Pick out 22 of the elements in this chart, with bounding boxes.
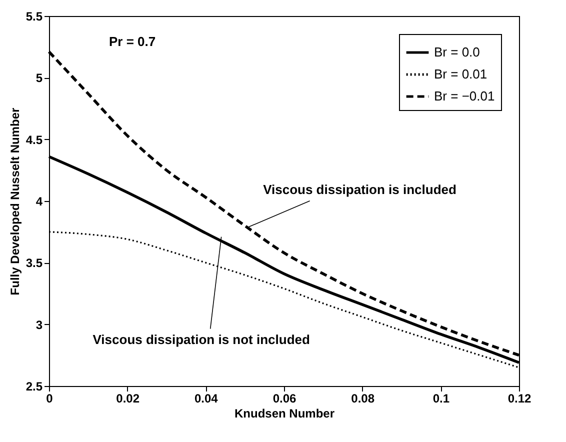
- y-tick-label: 2.5: [26, 380, 43, 394]
- x-tick-label: 0.12: [508, 392, 532, 406]
- annotation: Pr = 0.7: [109, 34, 156, 49]
- x-axis-title: Knudsen Number: [234, 406, 335, 420]
- legend-label: Br = 0.0: [434, 44, 480, 60]
- y-tick-label: 5.5: [26, 10, 43, 24]
- y-tick-label: 4.5: [26, 132, 43, 147]
- y-tick-label: 4: [36, 194, 43, 208]
- y-axis-title: Fully Developed Nusselt Number: [8, 107, 22, 296]
- annotation: Viscous dissipation is included: [263, 182, 456, 197]
- x-tick-label: 0.02: [116, 392, 140, 406]
- x-tick-label: 0.08: [351, 392, 375, 406]
- x-tick-label: 0.06: [272, 392, 296, 406]
- x-tick-label: 0.1: [432, 392, 450, 406]
- x-tick-label: 0: [46, 392, 54, 406]
- legend-label: Br = 0.01: [434, 66, 488, 82]
- annotation: Viscous dissipation is not included: [92, 332, 310, 347]
- y-tick-label: 3: [36, 318, 43, 332]
- y-tick-label: 5: [36, 71, 43, 86]
- legend-label: Br = −0.01: [434, 88, 495, 104]
- x-tick-label: 0.04: [194, 392, 218, 406]
- y-tick-label: 3.5: [26, 256, 43, 270]
